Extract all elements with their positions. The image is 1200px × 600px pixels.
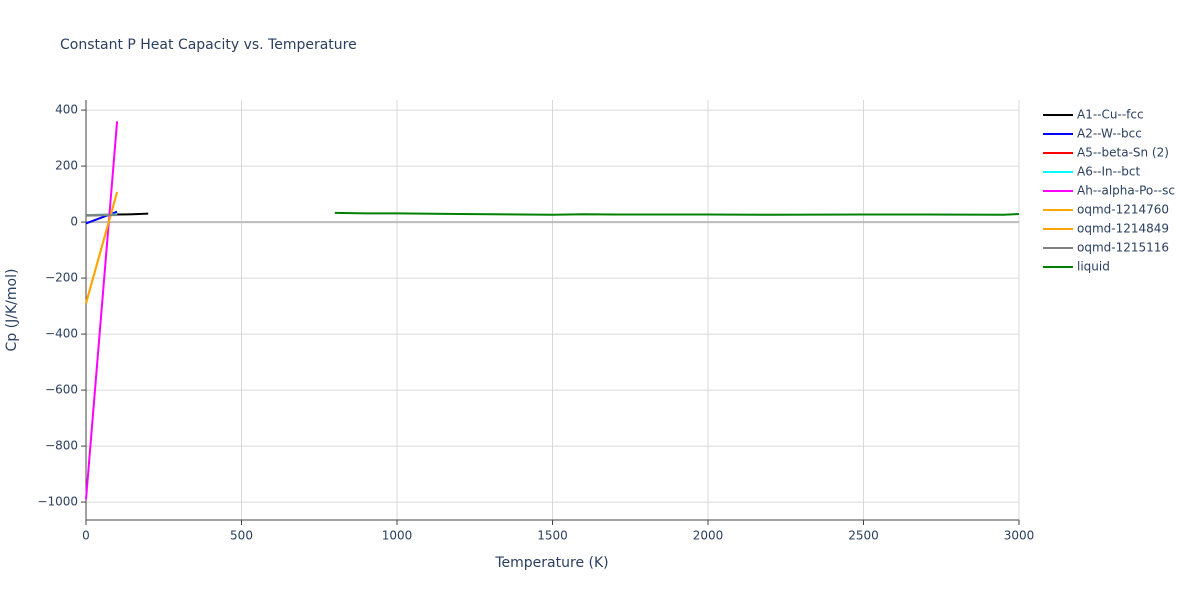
- y-tick-label: −1000: [37, 495, 78, 509]
- x-tick-label: 0: [82, 529, 90, 543]
- series-line: [85, 121, 119, 500]
- legend-label: oqmd-1214849: [1077, 222, 1169, 236]
- legend-label: oqmd-1215116: [1077, 241, 1169, 255]
- legend-label: A2--W--bcc: [1077, 127, 1142, 141]
- x-axis-title: Temperature (K): [494, 555, 608, 571]
- y-tick-label: −600: [45, 383, 78, 397]
- y-tick-label: 400: [55, 103, 78, 117]
- y-tick-label: 0: [70, 215, 78, 229]
- y-tick-label: −800: [45, 439, 78, 453]
- y-tick-label: −400: [45, 327, 78, 341]
- legend-label: A1--Cu--fcc: [1077, 108, 1144, 122]
- legend-label: liquid: [1077, 260, 1110, 274]
- legend-label: Ah--alpha-Po--sc: [1077, 184, 1175, 198]
- x-tick-label: 2000: [693, 529, 724, 543]
- series-line: [334, 211, 1020, 216]
- y-tick-label: −200: [45, 271, 78, 285]
- legend-label: oqmd-1214760: [1077, 203, 1169, 217]
- x-tick-label: 1500: [537, 529, 568, 543]
- x-tick-label: 3000: [1004, 529, 1035, 543]
- y-axis-title: Cp (J/K/mol): [4, 269, 20, 352]
- legend-label: A6--In--bct: [1077, 165, 1141, 179]
- legend-label: A5--beta-Sn (2): [1077, 146, 1169, 160]
- chart-title: Constant P Heat Capacity vs. Temperature: [60, 37, 357, 53]
- x-tick-label: 500: [230, 529, 253, 543]
- x-tick-label: 1000: [382, 529, 413, 543]
- y-tick-label: 200: [55, 159, 78, 173]
- series-line: [85, 191, 119, 304]
- x-tick-label: 2500: [848, 529, 879, 543]
